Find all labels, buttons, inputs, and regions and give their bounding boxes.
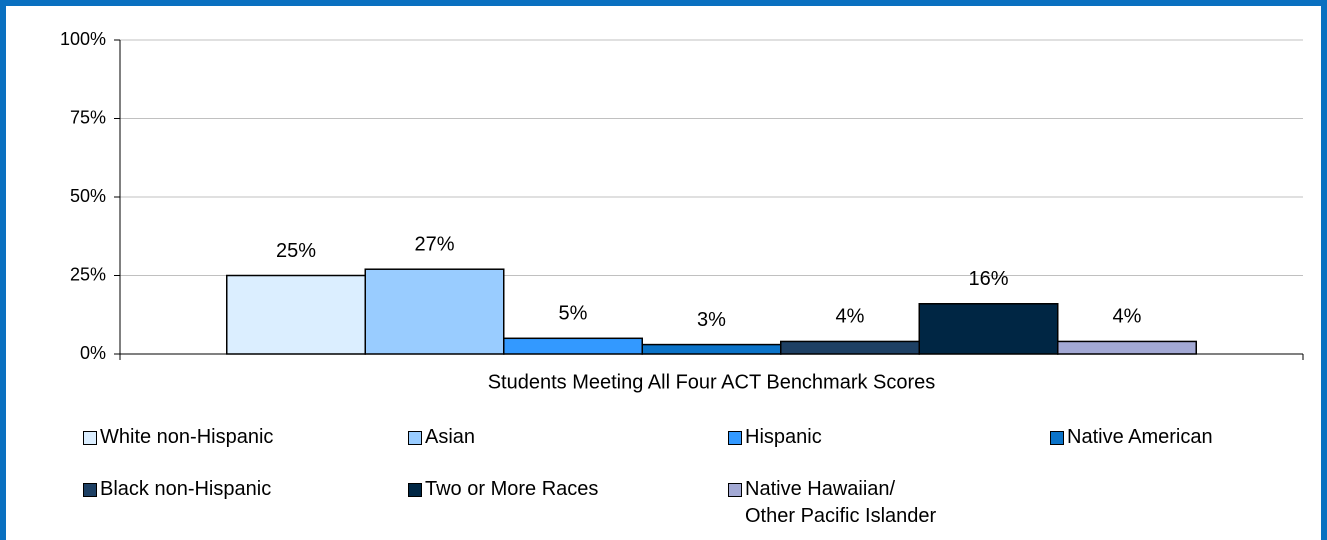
- value-label: 25%: [276, 240, 316, 262]
- bar: [918, 303, 1059, 355]
- legend-label: Native Hawaiian/ Other Pacific Islander: [745, 478, 937, 527]
- legend-label: White non-Hispanic: [100, 426, 274, 448]
- bar: [364, 268, 505, 355]
- legend-swatch: [408, 431, 422, 445]
- legend-swatch: [728, 483, 742, 497]
- bar: [503, 337, 643, 355]
- legend-label: Native American: [1067, 426, 1213, 448]
- value-label: 27%: [414, 234, 454, 256]
- y-tick-label: 50%: [70, 186, 106, 206]
- legend-label: Two or More Races: [425, 478, 599, 500]
- value-label: 4%: [1113, 306, 1142, 328]
- bar: [641, 343, 782, 355]
- bar: [226, 274, 366, 355]
- value-label: 3%: [697, 309, 726, 331]
- y-tick-label: 100%: [60, 29, 106, 49]
- legend-swatch: [408, 483, 422, 497]
- legend-swatch: [728, 431, 742, 445]
- x-tick-label: Students Meeting All Four ACT Benchmark …: [488, 371, 936, 393]
- y-tick-label: 0%: [80, 343, 106, 363]
- y-tick-label: 75%: [70, 107, 106, 127]
- value-label: 16%: [968, 268, 1008, 290]
- value-label: 4%: [836, 306, 865, 328]
- value-label: 5%: [559, 303, 588, 325]
- bar: [780, 340, 920, 355]
- legend-swatch: [1050, 431, 1064, 445]
- legend-label: Black non-Hispanic: [100, 478, 272, 500]
- legend-label: Hispanic: [745, 426, 822, 448]
- legend-label: Asian: [425, 426, 476, 448]
- legend-swatch: [83, 431, 97, 445]
- y-tick-label: 25%: [70, 264, 106, 284]
- bar: [1057, 340, 1197, 355]
- legend-swatch: [83, 483, 97, 497]
